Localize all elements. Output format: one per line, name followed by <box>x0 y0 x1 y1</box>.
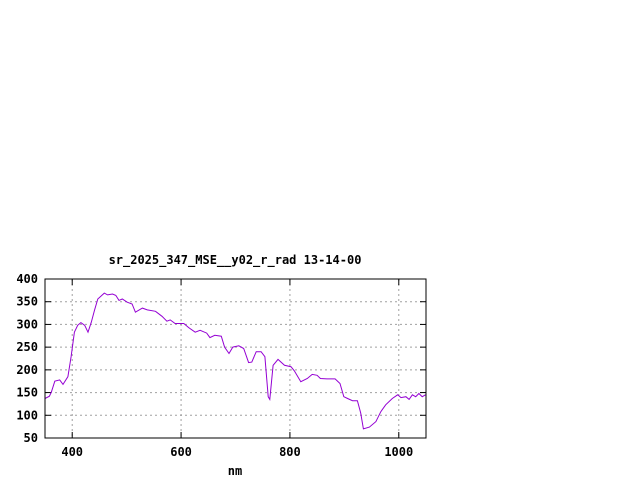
x-axis-label: nm <box>228 464 242 478</box>
grid <box>45 279 426 438</box>
x-tick-label: 600 <box>170 445 192 459</box>
x-tick-label: 400 <box>61 445 83 459</box>
y-tick-label: 400 <box>16 272 38 286</box>
y-tick-label: 50 <box>24 431 38 445</box>
chart-title: sr_2025_347_MSE__y02_r_rad 13-14-00 <box>109 253 362 268</box>
y-tick-label: 250 <box>16 340 38 354</box>
y-tick-label: 300 <box>16 317 38 331</box>
x-tick-label: 1000 <box>384 445 413 459</box>
y-tick-label: 350 <box>16 295 38 309</box>
y-tick-label: 100 <box>16 408 38 422</box>
plot-border <box>44 278 427 439</box>
x-tick-label: 800 <box>279 445 301 459</box>
axis-ticks: 400 600 800 1000 50 100 150 200 250 300 350 400 <box>16 272 426 459</box>
series-line <box>44 292 426 430</box>
y-tick-label: 200 <box>16 363 38 377</box>
y-tick-label: 150 <box>16 386 38 400</box>
